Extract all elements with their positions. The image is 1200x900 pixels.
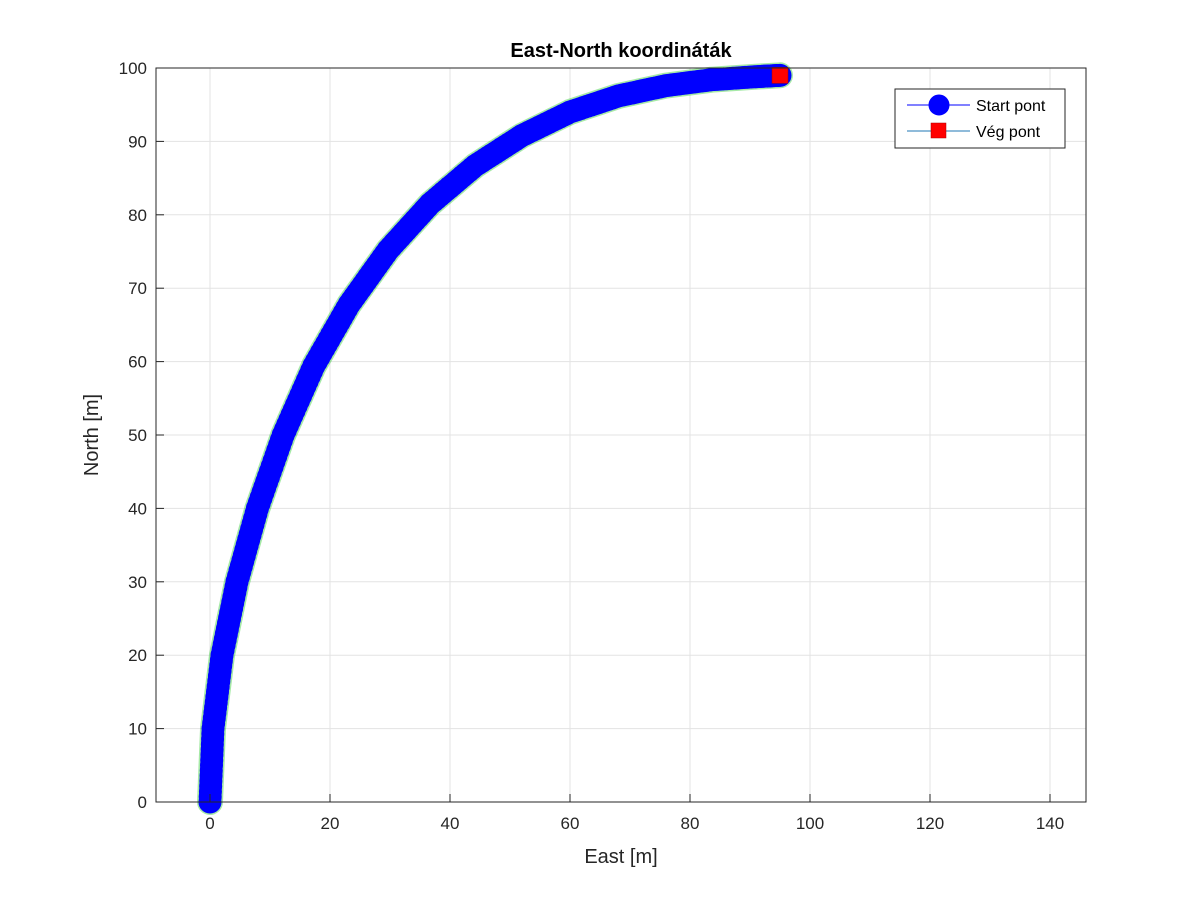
y-tick-label: 100 [119,59,147,78]
x-tick-label: 140 [1036,814,1064,833]
y-tick-label: 40 [128,499,147,518]
legend-marker-start [928,94,950,116]
y-tick-label: 50 [128,426,147,445]
legend-marker-end [930,122,947,139]
series-layer [197,62,793,815]
x-tick-label: 60 [561,814,580,833]
legend-label-end: Vég pont [976,124,1041,141]
x-tick-label: 100 [796,814,824,833]
y-tick-label: 10 [128,720,147,739]
y-tick-label: 80 [128,206,147,225]
legend-label-start: Start pont [976,98,1046,115]
y-axis-label: North [m] [81,394,103,476]
ticks: 0 20 40 60 80 100 120 140 0 10 20 30 40 50 60 70 80 90 100 [119,59,1065,833]
y-tick-label: 20 [128,646,147,665]
legend: Start pont Vég pont [894,88,1066,149]
y-tick-label: 30 [128,573,147,592]
x-tick-label: 80 [681,814,700,833]
y-tick-label: 60 [128,353,147,372]
veg-pont-marker [771,67,789,84]
x-tick-label: 0 [205,814,214,833]
y-tick-label: 70 [128,279,147,298]
legend-box [894,88,1066,149]
x-axis-label: East [m] [584,846,657,868]
chart-title: East-North koordináták [510,40,732,62]
x-tick-label: 120 [916,814,944,833]
x-tick-label: 40 [441,814,460,833]
y-tick-label: 0 [138,793,147,812]
x-tick-label: 20 [321,814,340,833]
y-tick-label: 90 [128,132,147,151]
